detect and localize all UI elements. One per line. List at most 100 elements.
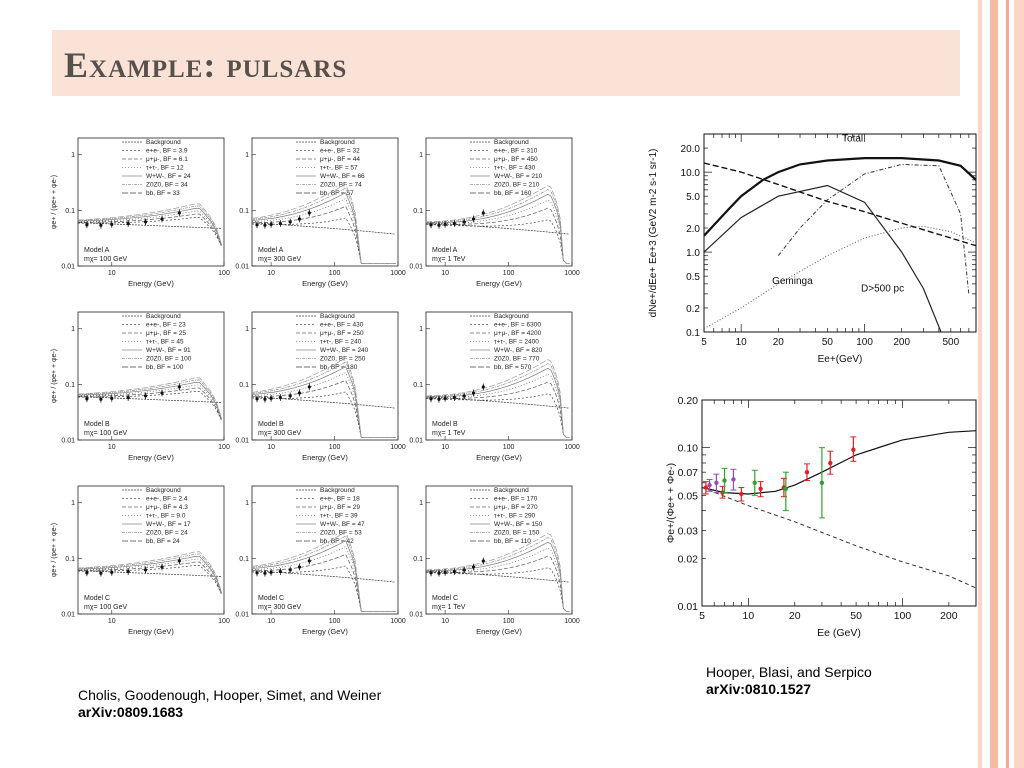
legend-entry: e+e-, BF = 6300 <box>494 322 541 329</box>
legend-entry: bb, BF = 160 <box>494 190 532 197</box>
data-point <box>452 221 456 226</box>
legend-entry: τ+τ-, BF = 57 <box>320 165 358 172</box>
data-point <box>481 559 485 563</box>
y-tick-label: 0.01 <box>235 438 249 445</box>
panel-frame <box>77 311 225 441</box>
model-curve <box>77 555 222 594</box>
model-curve <box>77 205 222 245</box>
y-tick-label: 0.1 <box>413 208 423 215</box>
data-point <box>255 397 259 401</box>
data-point <box>462 394 466 398</box>
mass-label: mχ= 100 GeV <box>84 256 128 263</box>
data-point <box>177 385 181 389</box>
model-curve <box>251 183 396 265</box>
y-axis-label: Φe+/(Φe+ + Φe-) <box>665 463 677 543</box>
data-point <box>707 482 712 488</box>
legend-entry: e+e-, BF = 310 <box>494 148 538 155</box>
model-curve <box>77 207 222 246</box>
model-curve <box>77 384 222 420</box>
data-point <box>255 571 259 575</box>
legend-entry: μ+μ-, BF = 25 <box>146 330 186 337</box>
legend-entry: W+W-, BF = 24 <box>146 173 191 180</box>
x-tick-label: 500 <box>942 337 959 348</box>
legend-entry: τ+τ-, BF = 39 <box>320 513 358 520</box>
y-tick-label: 0.01 <box>61 612 75 619</box>
model-curve <box>77 210 222 246</box>
x-tick-label: 100 <box>894 610 912 622</box>
x-tick-label: 1000 <box>564 270 580 277</box>
data-point <box>481 211 485 215</box>
legend-entry: e+e-, BF = 2.4 <box>146 496 188 503</box>
panel-frame <box>425 485 573 615</box>
fraction-chart-svg: 5 10 20 50 100 200 0.01 0.02 0.03 0.05 0.07 0.10 0.2… <box>665 395 977 639</box>
left-citation: Cholis, Goodenough, Hooper, Simet, and W… <box>78 687 381 721</box>
data-point <box>263 223 267 227</box>
legend-entry: μ+μ-, BF = 4200 <box>494 330 542 337</box>
model-curve <box>425 393 570 439</box>
y-tick-label: 0.1 <box>413 556 423 563</box>
x-axis-label: Energy (GeV) <box>476 453 522 462</box>
model-curve <box>77 377 222 419</box>
y-tick-label: 1 <box>245 152 249 159</box>
legend-entry: bb, BF = 110 <box>494 538 531 545</box>
data-point <box>263 397 267 401</box>
legend-entry: W+W-, BF = 66 <box>320 173 365 180</box>
decor-stripe <box>978 0 982 768</box>
model-curve <box>425 207 570 265</box>
left-citation-authors: Cholis, Goodenough, Hooper, Simet, and W… <box>78 687 382 703</box>
x-tick-label: 20 <box>773 337 785 348</box>
x-tick-label: 100 <box>329 618 341 625</box>
model-curve <box>425 555 570 613</box>
mass-label: mχ= 1 TeV <box>432 604 466 611</box>
model-curve <box>78 561 222 595</box>
data-point <box>462 220 466 224</box>
series-line <box>704 225 976 330</box>
y-tick-label: 0.1 <box>413 382 423 389</box>
data-point <box>110 396 114 400</box>
legend-entry: W+W-, BF = 820 <box>494 347 543 354</box>
data-point <box>471 391 476 395</box>
x-axis-label: Energy (GeV) <box>302 627 348 636</box>
x-tick-label: 50 <box>822 337 834 348</box>
legend-entry: Background <box>146 313 181 320</box>
data-point <box>110 222 114 226</box>
panel-frame <box>251 137 399 267</box>
legend-entry: e+e-, BF = 32 <box>320 148 360 155</box>
mass-label: mχ= 100 GeV <box>84 604 128 611</box>
legend-entry: Background <box>320 139 355 146</box>
legend-entry: μ+μ-, BF = 4.3 <box>146 504 188 511</box>
legend-entry: Background <box>494 313 529 320</box>
x-tick-label: 1000 <box>390 618 406 625</box>
legend-entry: τ+τ-, BF = 12 <box>146 165 184 172</box>
y-tick-label: 0.1 <box>239 382 249 389</box>
y-tick-label: 0.1 <box>239 556 249 563</box>
y-tick-label: 0.1 <box>686 328 700 339</box>
data-point <box>471 217 476 221</box>
x-tick-label: 10 <box>267 270 275 277</box>
curve-annotation: Geminga <box>772 276 813 287</box>
data-point <box>437 571 441 575</box>
legend-entry: W+W-, BF = 150 <box>494 521 543 528</box>
data-point <box>437 223 441 227</box>
x-tick-label: 10 <box>441 270 449 277</box>
x-tick-label: 100 <box>329 270 341 277</box>
x-tick-label: 10 <box>267 444 275 451</box>
data-point <box>263 571 267 575</box>
legend-entry: bb, BF = 42 <box>320 538 354 545</box>
model-curve <box>251 546 396 613</box>
flux-chart-svg: 5 10 20 50 100 200 500 0.1 0.2 0.5 1.0 2.0 5.0 10.0 20… <box>648 133 977 365</box>
decor-stripe <box>1014 0 1024 768</box>
y-tick-label: 1 <box>71 326 75 333</box>
data-point <box>714 480 719 485</box>
model-curve <box>251 198 396 265</box>
y-tick-label: 0.07 <box>678 467 699 479</box>
model-panel: 1 0.1 0.01 10 100 Energy (GeV) φe+ / (φe+ + φe… <box>51 137 230 288</box>
data-point <box>278 395 282 400</box>
right-citation-authors: Hooper, Blasi, and Serpico <box>706 664 872 680</box>
model-curve <box>425 381 570 439</box>
legend-entry: Z0Z0, BF = 74 <box>320 182 362 189</box>
x-tick-label: 10 <box>108 270 116 277</box>
series-line <box>704 184 942 332</box>
decor-stripe <box>990 0 998 768</box>
y-tick-label: 0.2 <box>686 304 700 315</box>
